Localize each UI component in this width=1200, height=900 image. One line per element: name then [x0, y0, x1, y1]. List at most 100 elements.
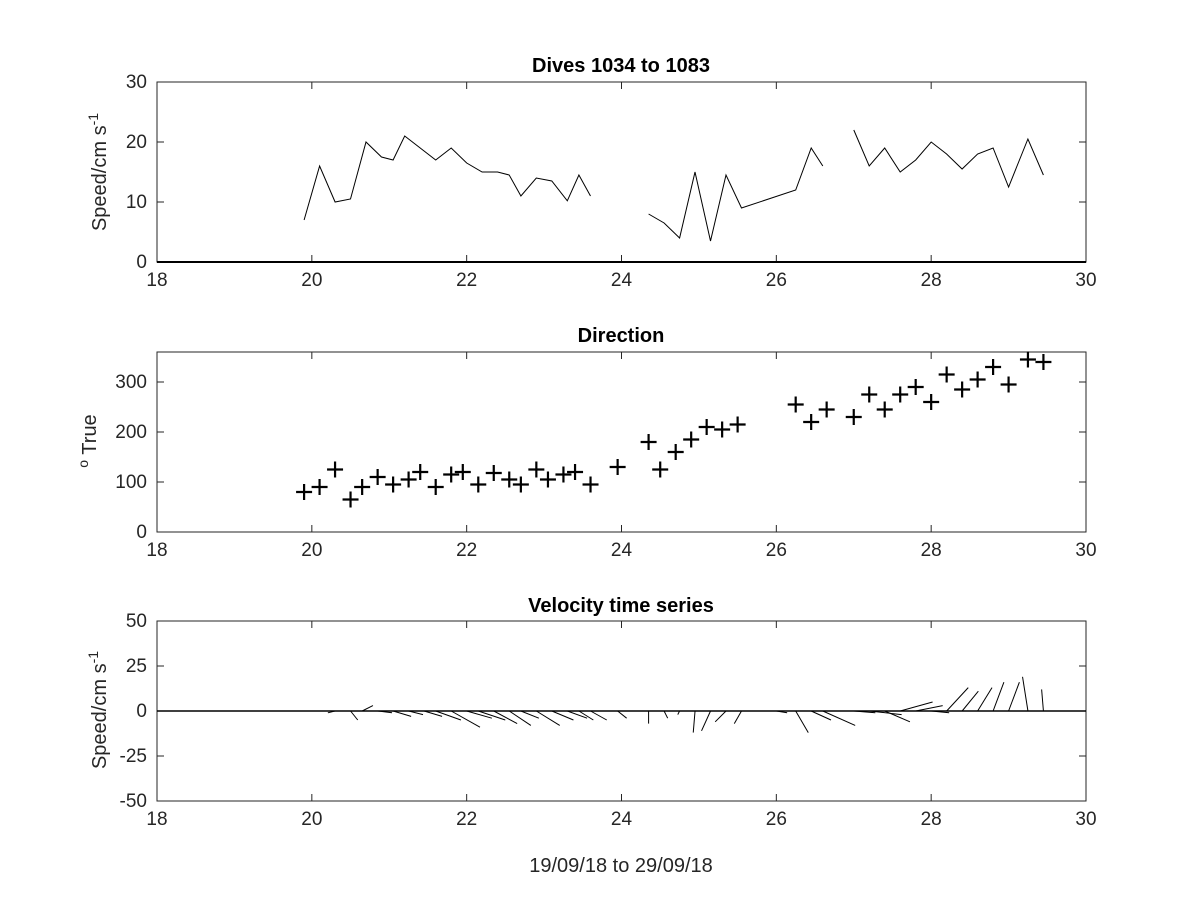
direction-point [892, 386, 909, 403]
x-tick-label: 18 [146, 540, 167, 561]
y-tick-label: 20 [126, 132, 147, 153]
velocity-stick [590, 710, 607, 721]
velocity-stick [931, 710, 950, 714]
velocity-stick [408, 710, 424, 716]
velocity-stick [795, 710, 809, 733]
velocity-stick [692, 710, 696, 733]
velocity-stick [377, 710, 393, 714]
velocity-stick [536, 710, 561, 726]
direction-point [729, 416, 746, 433]
y-tick-label: 100 [115, 472, 147, 493]
x-tick-label: 24 [611, 270, 633, 291]
direction-point [907, 379, 924, 395]
direction-point [342, 491, 359, 508]
y-tick-label: -50 [120, 791, 147, 812]
velocity-stick [992, 682, 1005, 712]
velocity-stick [1041, 689, 1044, 712]
velocity-stick [733, 710, 742, 724]
velocity-stick [551, 710, 574, 721]
velocity-stick [822, 710, 856, 726]
direction-point [582, 476, 599, 493]
direction-point [369, 469, 386, 485]
x-tick-label: 18 [146, 270, 167, 291]
velocity-stick [466, 710, 493, 719]
direction-point [969, 371, 986, 388]
speed-ylabel: Speed/cm s-1 [85, 113, 111, 231]
x-tick-label: 20 [301, 540, 322, 561]
direction-point [512, 476, 529, 493]
direction-point [443, 466, 460, 483]
velocity-stick [946, 687, 969, 712]
direction-point [954, 381, 971, 398]
direction-point [923, 394, 940, 410]
x-tick-label: 30 [1075, 809, 1096, 830]
y-tick-label: -25 [120, 746, 147, 767]
velocity-stick [423, 710, 443, 717]
velocity-xlabel: 19/09/18 to 29/09/18 [529, 855, 713, 877]
direction-point [296, 484, 313, 500]
x-tick-label: 22 [456, 809, 477, 830]
velocity-stick [677, 710, 681, 715]
speed-title: Dives 1034 to 1083 [532, 55, 710, 77]
velocity-stick [810, 710, 832, 721]
speed-series-line-1 [303, 135, 591, 221]
velocity-stick [520, 710, 540, 719]
direction-point [640, 434, 657, 450]
velocity-stick [478, 710, 506, 721]
velocity-title: Velocity time series [528, 595, 714, 617]
velocity-stick [327, 710, 336, 714]
direction-point [818, 401, 835, 418]
y-tick-label: 30 [126, 72, 147, 93]
direction-point [861, 386, 878, 403]
x-tick-label: 26 [766, 809, 787, 830]
y-tick-label: 0 [136, 701, 147, 722]
speed-series-line-2 [648, 146, 824, 242]
velocity-stick [350, 710, 359, 721]
x-tick-label: 20 [301, 809, 322, 830]
direction-title: Direction [578, 325, 665, 347]
direction-point [327, 461, 344, 478]
y-tick-label: 200 [115, 422, 147, 443]
x-tick-label: 22 [456, 270, 477, 291]
velocity-stick [853, 710, 876, 714]
velocity-stick [701, 710, 711, 732]
velocity-stick [392, 710, 412, 717]
direction-point [412, 464, 429, 480]
velocity-stick [961, 690, 979, 712]
velocity-stick [1022, 676, 1029, 712]
x-tick-label: 30 [1075, 540, 1096, 561]
direction-point [1019, 351, 1036, 368]
direction-point [683, 431, 700, 448]
direction-point [938, 366, 955, 383]
direction-point [385, 476, 402, 493]
direction-point [454, 464, 471, 480]
velocity-stick [869, 710, 902, 716]
velocity-stick [361, 705, 374, 712]
speed-series-line-3 [853, 129, 1044, 189]
x-tick-label: 30 [1075, 270, 1096, 291]
velocity-panel: Velocity time series Speed/cm s-1 19/09/… [85, 595, 1097, 877]
speed-panel: Dives 1034 to 1083 Speed/cm s-1 18 20 22 24… [85, 55, 1097, 291]
y-tick-label: 25 [126, 656, 147, 677]
y-tick-label: 0 [136, 522, 147, 543]
y-tick-label: 300 [115, 372, 147, 393]
velocity-stick [450, 710, 481, 728]
direction-point [485, 465, 502, 481]
plot-frame [156, 351, 1087, 533]
direction-point [876, 401, 893, 418]
velocity-stick [900, 701, 933, 712]
velocity-stick [508, 710, 532, 726]
direction-point [427, 479, 444, 495]
direction-point [555, 466, 572, 483]
velocity-stick [915, 705, 943, 712]
direction-point [667, 444, 684, 460]
velocity-stick [977, 687, 993, 712]
x-tick-label: 28 [921, 540, 942, 561]
y-tick-label: 0 [136, 252, 147, 273]
velocity-stick [493, 710, 518, 725]
velocity-stick [884, 710, 911, 723]
velocity-stick [617, 710, 627, 719]
direction-point [1035, 354, 1052, 370]
x-tick-label: 28 [921, 270, 942, 291]
